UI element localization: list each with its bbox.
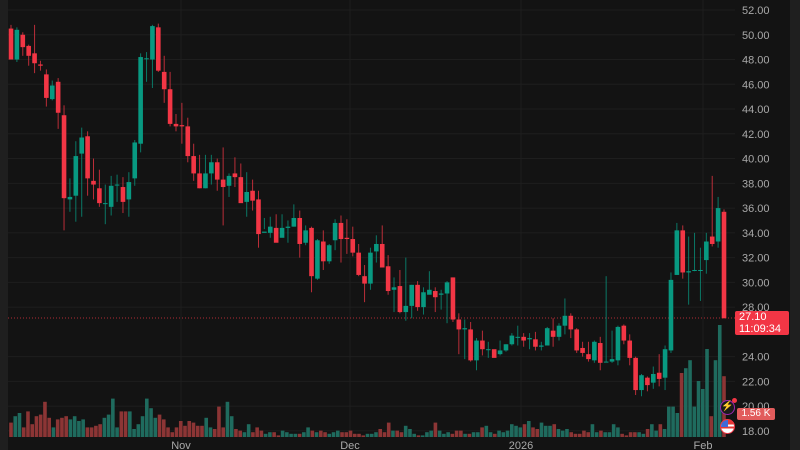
price-tick-label: 48.00 xyxy=(742,55,770,67)
price-tick-label: 42.00 xyxy=(742,129,770,141)
price-tick-label: 32.00 xyxy=(742,253,770,265)
time-tick-label: Dec xyxy=(340,440,360,450)
volume-bars xyxy=(9,325,726,437)
price-tick-label: 24.00 xyxy=(742,352,770,364)
lightning-event-icon[interactable]: ⚡ xyxy=(720,398,737,415)
price-tick-label: 18.00 xyxy=(742,426,770,438)
price-tick-label: 36.00 xyxy=(742,203,770,215)
left-panel-strip xyxy=(0,0,8,450)
last-price-countdown: 11:09:34 xyxy=(739,323,782,335)
price-tick-label: 50.00 xyxy=(742,30,770,42)
price-tick-label: 30.00 xyxy=(742,277,770,289)
price-axis[interactable]: 52.00 50.00 48.00 46.00 44.00 42.00 40.00 38.00… xyxy=(742,5,770,438)
price-tick-label: 52.00 xyxy=(742,5,770,17)
grid-lines xyxy=(8,0,735,437)
price-tick-label: 22.00 xyxy=(742,376,770,388)
price-tick-label: 46.00 xyxy=(742,79,770,91)
last-price-tag: 27.10 11:09:34 xyxy=(735,311,789,335)
last-price-value: 27.10 xyxy=(739,311,767,323)
price-tick-label: 34.00 xyxy=(742,228,770,240)
price-tick-label: 40.00 xyxy=(742,154,770,166)
time-axis[interactable]: Nov Dec 2026 Feb xyxy=(171,440,712,450)
candles xyxy=(8,23,727,397)
time-tick-label: Feb xyxy=(694,440,713,450)
time-tick-label: Nov xyxy=(171,440,191,450)
volume-tag: 1.56 K xyxy=(737,408,775,420)
time-tick-label: 2026 xyxy=(509,440,533,450)
right-panel-strip xyxy=(790,0,800,450)
price-tick-label: 44.00 xyxy=(742,104,770,116)
price-tick-label: 38.00 xyxy=(742,178,770,190)
us-flag-event-icon[interactable] xyxy=(720,419,735,434)
